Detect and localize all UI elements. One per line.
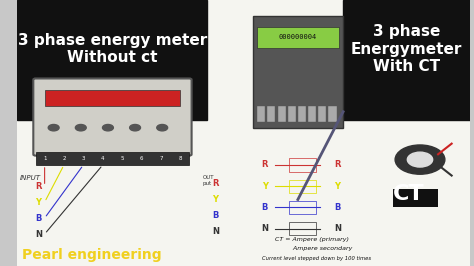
Text: 1: 1 bbox=[43, 156, 46, 161]
Text: 6: 6 bbox=[140, 156, 143, 161]
Bar bbox=[393, 189, 438, 207]
Text: OUT
put: OUT put bbox=[203, 176, 214, 186]
Text: N: N bbox=[262, 224, 269, 233]
Text: Ampere secondary: Ampere secondary bbox=[275, 246, 353, 251]
Circle shape bbox=[395, 145, 445, 174]
Text: CT = Ampere (primary): CT = Ampere (primary) bbox=[275, 237, 349, 242]
Text: INPUT: INPUT bbox=[20, 175, 41, 181]
Text: B: B bbox=[212, 211, 219, 220]
Circle shape bbox=[75, 124, 86, 131]
Text: 5: 5 bbox=[120, 156, 124, 161]
FancyBboxPatch shape bbox=[33, 78, 191, 156]
Text: N: N bbox=[334, 224, 341, 233]
Bar bbox=[18, 0, 253, 266]
Text: B: B bbox=[262, 203, 268, 212]
Bar bbox=[289, 158, 316, 172]
Text: Y: Y bbox=[36, 198, 42, 207]
Bar bbox=[253, 0, 470, 266]
Text: 3 phase
Energymeter
With CT: 3 phase Energymeter With CT bbox=[351, 24, 462, 74]
Text: R: R bbox=[36, 182, 42, 191]
Bar bbox=[289, 222, 316, 235]
Circle shape bbox=[102, 124, 113, 131]
Text: R: R bbox=[212, 179, 219, 188]
Text: 8: 8 bbox=[179, 156, 182, 161]
Text: Y: Y bbox=[334, 182, 340, 191]
Text: 3: 3 bbox=[82, 156, 85, 161]
Text: 000000004: 000000004 bbox=[279, 34, 317, 40]
Bar bbox=[278, 106, 286, 122]
Circle shape bbox=[48, 124, 59, 131]
Bar bbox=[267, 106, 275, 122]
Text: N: N bbox=[36, 230, 43, 239]
Text: B: B bbox=[36, 214, 42, 223]
Circle shape bbox=[157, 124, 168, 131]
Bar bbox=[36, 152, 189, 165]
Text: Current level stepped down by 100 times: Current level stepped down by 100 times bbox=[262, 256, 371, 260]
Text: 4: 4 bbox=[101, 156, 104, 161]
Bar bbox=[257, 27, 338, 48]
Circle shape bbox=[130, 124, 140, 131]
Bar bbox=[298, 106, 306, 122]
Bar bbox=[289, 180, 316, 193]
Circle shape bbox=[407, 152, 433, 167]
Text: 3 phase energy meter
Without ct: 3 phase energy meter Without ct bbox=[18, 33, 207, 65]
Text: R: R bbox=[334, 160, 340, 169]
Text: Pearl engineering: Pearl engineering bbox=[22, 248, 162, 262]
Text: CT: CT bbox=[393, 184, 425, 204]
Text: Y: Y bbox=[212, 195, 218, 204]
Text: R: R bbox=[262, 160, 268, 169]
Bar bbox=[253, 16, 343, 128]
Bar bbox=[343, 0, 470, 120]
Bar bbox=[18, 0, 208, 120]
Text: 7: 7 bbox=[159, 156, 163, 161]
Text: N: N bbox=[212, 227, 219, 236]
Bar bbox=[257, 106, 265, 122]
Bar bbox=[288, 106, 296, 122]
Bar bbox=[289, 201, 316, 214]
Text: B: B bbox=[334, 203, 340, 212]
Text: 2: 2 bbox=[62, 156, 66, 161]
Text: Y: Y bbox=[262, 182, 268, 191]
Bar bbox=[308, 106, 316, 122]
Bar bbox=[318, 106, 327, 122]
Bar bbox=[328, 106, 337, 122]
Bar bbox=[45, 90, 180, 106]
